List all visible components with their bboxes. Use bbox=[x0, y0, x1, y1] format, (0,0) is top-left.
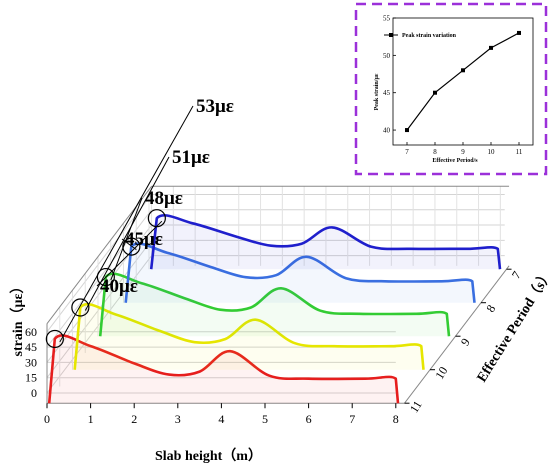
z-tick-label: 7 bbox=[509, 269, 524, 282]
peak-label: 40με bbox=[100, 276, 138, 297]
x-tick-label: 8 bbox=[393, 412, 399, 426]
inset-chart: 7 8 9 10 11 40 45 50 55 Peak strain variation Ef… bbox=[354, 2, 548, 176]
peak-leader bbox=[59, 105, 194, 343]
x-tick-label: 1 bbox=[88, 412, 94, 426]
curve-fill bbox=[151, 215, 500, 270]
x-tick-label: 7 bbox=[349, 412, 355, 426]
grid-line-side bbox=[46, 209, 152, 348]
z-tick-label: 10 bbox=[432, 364, 450, 382]
z-axis-title: Effective Period（s） bbox=[474, 267, 550, 385]
curve-layer bbox=[47, 214, 502, 404]
peak-marker bbox=[96, 267, 115, 287]
y-tick-label: 60 bbox=[25, 325, 37, 339]
inset-frame bbox=[354, 2, 548, 176]
inset-y-tick-label: 55 bbox=[383, 15, 391, 23]
curve-fill bbox=[49, 335, 399, 404]
y-tick-label: 30 bbox=[25, 355, 37, 369]
inset-legend-label: Peak strain variation bbox=[402, 33, 457, 39]
inset-y-tick-label: 45 bbox=[383, 89, 391, 97]
y-tick-label: 45 bbox=[25, 340, 37, 354]
curve-period-9 bbox=[98, 272, 451, 337]
inset-x-tick-label: 7 bbox=[405, 148, 409, 156]
inset-data-point bbox=[461, 68, 465, 73]
z-tick-label: 9 bbox=[458, 336, 473, 349]
curve-period-10 bbox=[124, 242, 476, 303]
y-tick-label: 0 bbox=[31, 386, 37, 400]
curve-fill bbox=[125, 243, 475, 303]
curve-period-8 bbox=[73, 302, 425, 370]
peak-label: 48με bbox=[145, 188, 183, 209]
inset-x-tick-label: 8 bbox=[433, 148, 437, 156]
peak-marker bbox=[122, 237, 141, 256]
peak-leader bbox=[96, 220, 163, 287]
curve-period-11 bbox=[149, 214, 502, 270]
x-tick-label: 4 bbox=[218, 412, 224, 426]
x-tick-label: 6 bbox=[306, 412, 312, 426]
inset-x-tick-label: 9 bbox=[461, 148, 465, 156]
inset-x-tick-label: 10 bbox=[488, 148, 496, 156]
grid-line-side bbox=[46, 240, 152, 379]
curve-fill bbox=[100, 273, 450, 337]
inset-plot: 7 8 9 10 11 40 45 50 55 bbox=[383, 15, 534, 156]
inset-data-point bbox=[489, 45, 493, 50]
x-axis-title: Slab height（m） bbox=[155, 448, 262, 464]
z-tick-label: 8 bbox=[483, 302, 498, 315]
label-layer: 53με51με48με45με40με01234567801530456078… bbox=[25, 96, 524, 426]
peak-leader bbox=[121, 238, 137, 251]
curve-period-7 bbox=[47, 334, 400, 404]
frame-edge bbox=[46, 185, 152, 324]
peak-marker bbox=[71, 298, 90, 317]
inset-y-tick-label: 40 bbox=[383, 127, 391, 135]
inset-data-point bbox=[433, 90, 437, 95]
y-tick-label: 15 bbox=[25, 371, 37, 385]
curve-fill bbox=[74, 304, 424, 370]
frame-edge bbox=[404, 265, 510, 404]
inset-data-point bbox=[405, 128, 409, 133]
inset-x-tick-label: 11 bbox=[516, 148, 523, 156]
peak-label: 53με bbox=[196, 96, 234, 117]
x-tick-label: 0 bbox=[44, 412, 50, 426]
grid-line-side bbox=[46, 255, 152, 394]
z-tick-label: 11 bbox=[407, 398, 425, 415]
inset-data-point bbox=[517, 30, 521, 35]
x-tick-label: 3 bbox=[175, 412, 181, 426]
inset-y-tick-label: 50 bbox=[383, 52, 391, 60]
peak-marker bbox=[45, 329, 64, 349]
peak-label: 51με bbox=[172, 147, 210, 168]
inset-legend-marker bbox=[389, 33, 393, 37]
peak-leader bbox=[84, 156, 170, 311]
x-tick-label: 2 bbox=[131, 412, 137, 426]
x-tick-label: 5 bbox=[262, 412, 268, 426]
y-axis-title: strain（με） bbox=[10, 280, 26, 357]
inset-y-axis-title: Peak strain/με bbox=[374, 73, 380, 110]
inset-x-axis-title: Effective Period/s bbox=[432, 158, 478, 164]
